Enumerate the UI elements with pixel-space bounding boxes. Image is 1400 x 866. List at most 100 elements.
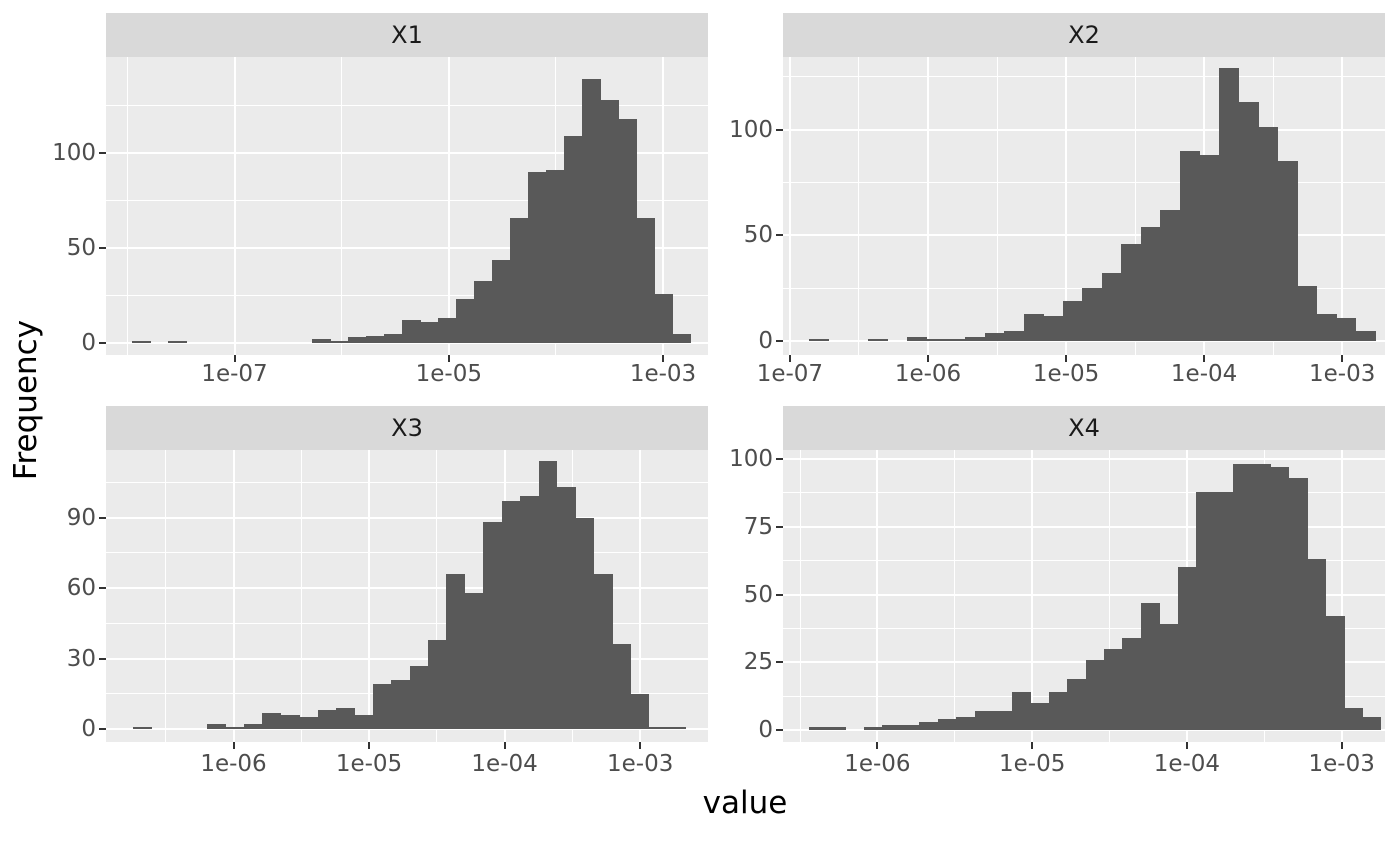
facet-strip: X1: [106, 13, 708, 57]
grid-minor-horizontal: [783, 76, 1385, 78]
histogram-bar: [474, 280, 493, 344]
y-axis-tick-mark: [99, 587, 106, 589]
histogram-bar: [354, 715, 374, 730]
facet-strip: X4: [783, 406, 1385, 450]
histogram-bar: [1336, 317, 1357, 342]
histogram-bar: [446, 573, 466, 730]
histogram-bar: [428, 639, 447, 729]
histogram-bar: [965, 336, 986, 341]
histogram-bar: [618, 119, 637, 343]
x-axis-tick-mark: [232, 742, 235, 749]
histogram-bar: [132, 341, 151, 344]
grid-minor-horizontal: [106, 295, 708, 297]
histogram-bar: [1288, 477, 1308, 730]
y-axis-tick-mark: [776, 234, 783, 237]
grid-major-vertical: [927, 57, 929, 355]
grid-minor-horizontal: [783, 181, 1385, 183]
histogram-bar: [1122, 637, 1142, 731]
histogram-bar: [1103, 648, 1123, 730]
histogram-bar: [1316, 313, 1337, 341]
grid-major-horizontal: [783, 457, 1385, 460]
x-axis-tick-label: 1e-05: [415, 361, 482, 387]
y-axis-tick-label: 0: [758, 328, 773, 354]
x-axis-tick-label: 1e-04: [1170, 361, 1238, 387]
y-axis-tick-mark: [99, 247, 106, 250]
grid-minor-horizontal: [783, 492, 1385, 494]
grid-minor-vertical: [1134, 57, 1136, 355]
x-axis-tick-mark: [927, 355, 929, 362]
histogram-bar: [809, 338, 829, 341]
y-axis-tick-label: 100: [52, 140, 96, 167]
grid-major-horizontal: [783, 593, 1385, 596]
histogram-bar: [993, 711, 1013, 731]
histogram-bar: [654, 293, 673, 343]
histogram-bar: [538, 461, 558, 729]
grid-major-vertical: [662, 57, 664, 355]
histogram-bar: [1023, 313, 1044, 341]
grid-minor-horizontal: [106, 481, 708, 483]
y-axis-tick-mark: [776, 340, 783, 342]
histogram-bar: [464, 592, 484, 730]
histogram-bar: [1004, 330, 1025, 342]
facet-panel: [783, 57, 1385, 355]
grid-major-vertical: [1340, 450, 1343, 742]
grid-minor-vertical: [996, 57, 998, 355]
histogram-bar: [1199, 154, 1220, 341]
histogram-bar: [1011, 692, 1031, 731]
histogram-bar: [867, 338, 888, 341]
histogram-bar: [384, 333, 403, 344]
histogram-bar: [1238, 102, 1259, 341]
x-axis-tick-label: 1e-05: [335, 751, 403, 777]
histogram-bar: [1355, 330, 1376, 342]
histogram-bar: [312, 339, 331, 344]
histogram-bar: [1270, 467, 1290, 731]
histogram-bar: [1343, 708, 1363, 731]
grid-major-vertical: [1341, 57, 1344, 355]
histogram-bar: [1160, 209, 1181, 341]
histogram-bar: [335, 707, 355, 730]
histogram-bar: [546, 170, 565, 343]
y-axis-tick-label: 0: [758, 717, 773, 744]
grid-major-vertical: [639, 450, 642, 742]
y-axis-tick-mark: [776, 593, 783, 596]
histogram-bar: [280, 715, 300, 730]
x-axis-tick-label: 1e-05: [1032, 361, 1100, 387]
y-axis-tick-label: 50: [743, 581, 773, 608]
histogram-bar: [1121, 243, 1142, 342]
histogram-bar: [1179, 150, 1200, 341]
grid-major-vertical: [1031, 450, 1034, 742]
grid-minor-vertical: [858, 57, 860, 355]
histogram-bar: [133, 726, 153, 730]
grid-major-horizontal: [783, 661, 1385, 664]
histogram-bar: [456, 299, 475, 343]
grid-major-vertical: [232, 450, 235, 742]
histogram-bar: [945, 338, 966, 341]
histogram-bar: [582, 79, 601, 344]
histogram-bar: [317, 710, 337, 730]
histogram-bar: [207, 724, 226, 730]
histogram-bar: [391, 679, 411, 730]
x-axis-tick-mark: [368, 742, 370, 749]
histogram-bar: [262, 712, 282, 730]
grid-minor-vertical: [126, 57, 128, 355]
x-axis-tick-mark: [1341, 355, 1344, 362]
histogram-bar: [630, 693, 650, 730]
x-axis-tick-label: 1e-06: [894, 361, 962, 387]
x-axis-tick-label: 1e-04: [1153, 751, 1221, 777]
grid-major-horizontal: [783, 234, 1385, 237]
y-axis-tick-mark: [776, 729, 783, 732]
grid-minor-horizontal: [106, 552, 708, 554]
histogram-bar: [492, 259, 511, 344]
histogram-bar: [906, 336, 927, 341]
x-axis-tick-label: 1e-03: [607, 751, 674, 777]
histogram-bar: [1048, 692, 1068, 731]
histogram-bar: [636, 217, 655, 344]
grid-minor-vertical: [436, 450, 438, 742]
x-axis-tick-label: 1e-06: [844, 751, 911, 777]
x-axis-tick-mark: [233, 355, 236, 362]
grid-major-horizontal: [783, 729, 1385, 732]
histogram-bar: [1251, 464, 1271, 731]
y-axis-tick-mark: [99, 152, 106, 155]
histogram-bar: [520, 496, 539, 730]
